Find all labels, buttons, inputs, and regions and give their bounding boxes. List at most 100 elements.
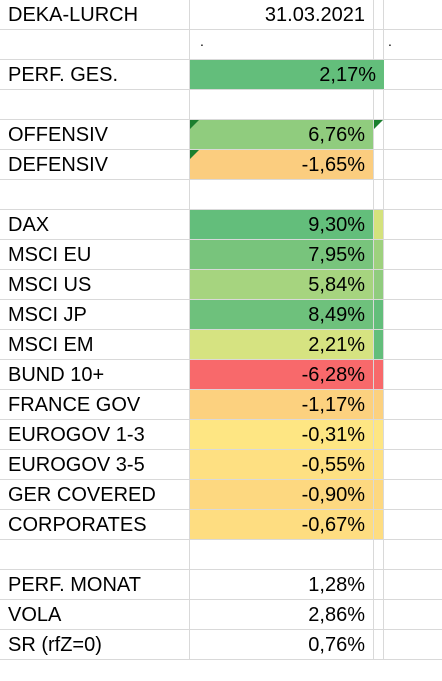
cell-asset-value[interactable]: -0,31% (190, 420, 374, 449)
cell-empty[interactable] (190, 540, 374, 569)
cell-empty[interactable] (374, 90, 384, 119)
cell-empty[interactable] (374, 570, 384, 599)
cell-empty[interactable] (384, 300, 442, 329)
stat-value: 1,28% (308, 574, 365, 596)
asset-value: -1,17% (301, 394, 365, 416)
strategy-row: OFFENSIV 6,76% (0, 120, 442, 150)
cell-asset-value[interactable]: -1,17% (190, 390, 374, 419)
cell-marker[interactable]: . (384, 30, 442, 59)
asset-row: BUND 10+ -6,28% (0, 360, 442, 390)
cell-stat-value[interactable]: 2,86% (190, 600, 374, 629)
cell-asset-value[interactable]: 2,21% (190, 330, 374, 359)
cell-summary-label[interactable]: PERF. GES. (0, 60, 190, 89)
cell-empty[interactable] (384, 480, 442, 509)
cell-strategy-value[interactable]: 6,76% (190, 120, 374, 149)
cell-empty[interactable] (374, 30, 384, 59)
cell-empty[interactable] (384, 180, 442, 209)
cell-asset-value[interactable]: -0,55% (190, 450, 374, 479)
cell-asset-value[interactable]: 5,84% (190, 270, 374, 299)
cell-stat-label[interactable]: VOLA (0, 600, 190, 629)
cell-stat-value[interactable]: 0,76% (190, 630, 374, 659)
cell-asset-value[interactable]: -0,90% (190, 480, 374, 509)
cell-empty[interactable] (384, 90, 442, 119)
cell-empty[interactable] (384, 360, 442, 389)
cell-stat-label[interactable]: PERF. MONAT (0, 570, 190, 599)
cell-asset-label[interactable]: GER COVERED (0, 480, 190, 509)
cell-asset-bar[interactable] (374, 330, 384, 359)
cell-empty[interactable] (374, 180, 384, 209)
cell-asset-value[interactable]: 8,49% (190, 300, 374, 329)
cell-empty[interactable] (384, 60, 442, 89)
asset-label: BUND 10+ (8, 364, 105, 386)
cell-empty[interactable] (384, 210, 442, 239)
cell-empty[interactable] (384, 330, 442, 359)
cell-asset-bar[interactable] (374, 210, 384, 239)
cell-asset-label[interactable]: EUROGOV 3-5 (0, 450, 190, 479)
cell-empty[interactable] (0, 540, 190, 569)
cell-empty[interactable] (374, 540, 384, 569)
cell-empty[interactable] (384, 120, 442, 149)
cell-asset-bar[interactable] (374, 240, 384, 269)
strategy-row: DEFENSIV -1,65% (0, 150, 442, 180)
cell-empty[interactable] (0, 90, 190, 119)
cell-empty[interactable] (384, 390, 442, 419)
cell-asset-bar[interactable] (374, 480, 384, 509)
cell-empty[interactable] (0, 30, 190, 59)
cell-empty[interactable] (384, 0, 442, 29)
cell-empty[interactable] (374, 120, 384, 149)
cell-stat-value[interactable]: 1,28% (190, 570, 374, 599)
cell-asset-value[interactable]: 7,95% (190, 240, 374, 269)
strategy-value: 6,76% (308, 124, 365, 146)
cell-empty[interactable] (384, 570, 442, 599)
cell-asset-label[interactable]: MSCI US (0, 270, 190, 299)
cell-asset-label[interactable]: MSCI EU (0, 240, 190, 269)
cell-asset-bar[interactable] (374, 510, 384, 539)
cell-empty[interactable] (384, 510, 442, 539)
cell-empty[interactable] (384, 540, 442, 569)
cell-asset-bar[interactable] (374, 420, 384, 449)
cell-asset-bar[interactable] (374, 390, 384, 419)
stat-row: SR (rfZ=0) 0,76% (0, 630, 442, 660)
cell-empty[interactable] (384, 420, 442, 449)
cell-asset-bar[interactable] (374, 270, 384, 299)
cell-stat-label[interactable]: SR (rfZ=0) (0, 630, 190, 659)
cell-asset-value[interactable]: -0,67% (190, 510, 374, 539)
cell-asset-label[interactable]: MSCI EM (0, 330, 190, 359)
cell-strategy-value[interactable]: -1,65% (190, 150, 374, 179)
cell-empty[interactable] (384, 150, 442, 179)
cell-empty[interactable] (384, 240, 442, 269)
cell-empty[interactable] (384, 450, 442, 479)
cell-strategy-label[interactable]: OFFENSIV (0, 120, 190, 149)
cell-empty[interactable] (384, 630, 442, 659)
cell-empty[interactable] (374, 630, 384, 659)
cell-asset-bar[interactable] (374, 300, 384, 329)
cell-summary-value[interactable]: 2,17% (190, 60, 384, 89)
cell-asset-bar[interactable] (374, 450, 384, 479)
cell-strategy-label[interactable]: DEFENSIV (0, 150, 190, 179)
cell-empty[interactable] (374, 600, 384, 629)
cell-asset-bar[interactable] (374, 360, 384, 389)
cell-marker[interactable]: . (190, 30, 374, 59)
cell-empty[interactable] (190, 180, 374, 209)
cell-asset-value[interactable]: 9,30% (190, 210, 374, 239)
cell-empty[interactable] (374, 0, 384, 29)
asset-row: CORPORATES -0,67% (0, 510, 442, 540)
cell-empty[interactable] (0, 180, 190, 209)
cell-asset-label[interactable]: FRANCE GOV (0, 390, 190, 419)
cell-fund-name[interactable]: DEKA-LURCH (0, 0, 190, 29)
cell-asset-label[interactable]: BUND 10+ (0, 360, 190, 389)
asset-label: MSCI JP (8, 304, 87, 326)
cell-empty[interactable] (384, 270, 442, 299)
blank-row (0, 180, 442, 210)
cell-asset-label[interactable]: CORPORATES (0, 510, 190, 539)
cell-asset-label[interactable]: MSCI JP (0, 300, 190, 329)
cell-empty[interactable] (190, 90, 374, 119)
cell-asset-value[interactable]: -6,28% (190, 360, 374, 389)
cell-asset-label[interactable]: DAX (0, 210, 190, 239)
cell-empty[interactable] (374, 150, 384, 179)
cell-asset-label[interactable]: EUROGOV 1-3 (0, 420, 190, 449)
cell-empty[interactable] (384, 600, 442, 629)
stat-label: VOLA (8, 604, 62, 626)
cell-date[interactable]: 31.03.2021 (190, 0, 374, 29)
